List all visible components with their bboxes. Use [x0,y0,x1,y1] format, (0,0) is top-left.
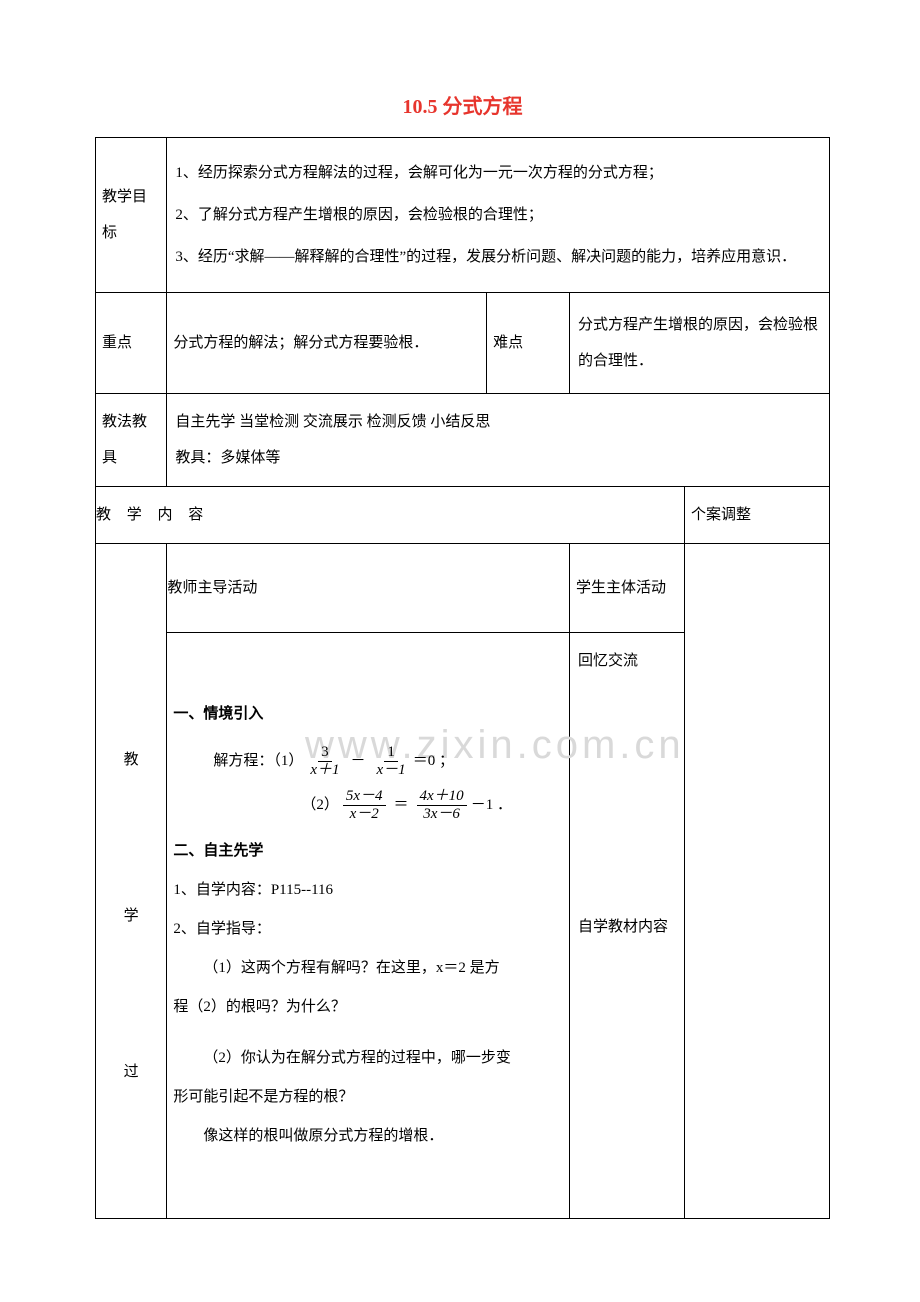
page-title: 10.5 分式方程 [95,90,830,119]
section-heading: 二、自主先学 [173,832,563,871]
content-line: （1）这两个方程有解吗？在这里，x＝2 是方 [173,949,563,988]
teacher-content: 一、情境引入 解方程：（1） 3 x＋1 － 1 x－1 ＝0 ； [167,633,570,1219]
section-heading: 一、情境引入 [173,695,563,734]
process-char: 教 [124,742,139,778]
goal-label: 教学目标 [96,138,167,293]
difficulty-label: 难点 [487,293,570,394]
content-line: 像这样的根叫做原分式方程的增根． [173,1117,563,1156]
method-text: 自主先学 当堂检测 交流展示 检测反馈 小结反思 教具：多媒体等 [167,394,830,487]
table-row: 教法教具 自主先学 当堂检测 交流展示 检测反馈 小结反思 教具：多媒体等 [96,394,830,487]
table-row: 重点 分式方程的解法；解分式方程要验根． 难点 分式方程产生增根的原因，会检验根… [96,293,830,394]
table-row: 教学目标 1、经历探索分式方程解法的过程，会解可化为一元一次方程的分式方程； 2… [96,138,830,293]
focus-label: 重点 [96,293,167,394]
content-line: 程（2）的根吗？为什么？ [173,988,563,1027]
content-line: 1、自学内容：P115--116 [173,871,563,910]
student-activity-header: 学生主体活动 [569,544,684,633]
adjust-header: 个案调整 [684,487,829,544]
process-char: 学 [124,898,139,934]
difficulty-text: 分式方程产生增根的原因，会检验根的合理性． [569,293,829,394]
lesson-plan-table: 教学目标 1、经历探索分式方程解法的过程，会解可化为一元一次方程的分式方程； 2… [95,137,830,1219]
teacher-activity-header: 教师主导活动 [167,544,570,633]
equation-2: （2） 5x－4 x－2 ＝ 4x＋10 3x－6 －1 ． [173,788,563,822]
process-char: 过 [124,1054,139,1090]
activity-note: 自学教材内容 [578,909,676,945]
focus-text: 分式方程的解法；解分式方程要验根． [167,293,487,394]
table-row: 教 学 过 教师主导活动 学生主体活动 [96,544,830,633]
table-row: 教 学 内 容 个案调整 [96,487,830,544]
adjust-cell [684,544,829,1219]
content-header: 教 学 内 容 [96,487,685,544]
content-line: 2、自学指导： [173,910,563,949]
content-line: （2）你认为在解分式方程的过程中，哪一步变 [173,1039,563,1078]
method-label: 教法教具 [96,394,167,487]
activity-note: 回忆交流 [578,643,676,679]
equation-1: 解方程：（1） 3 x＋1 － 1 x－1 ＝0 ； [173,744,563,778]
student-content: 回忆交流 自学教材内容 [569,633,684,1219]
process-label: 教 学 过 [96,544,167,1219]
goal-text: 1、经历探索分式方程解法的过程，会解可化为一元一次方程的分式方程； 2、了解分式… [167,138,830,293]
content-line: 形可能引起不是方程的根？ [173,1078,563,1117]
